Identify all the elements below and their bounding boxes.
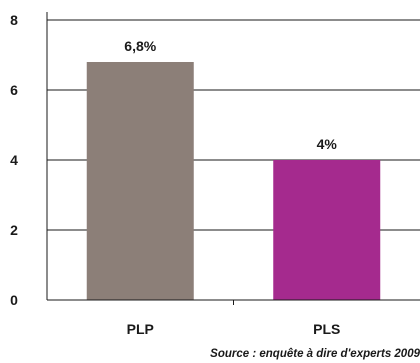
y-tick-label: 4 (10, 152, 18, 168)
x-tick-label: PLP (127, 321, 154, 337)
data-label: 6,8% (124, 38, 156, 54)
y-tick-label: 8 (10, 12, 18, 28)
y-tick-label: 2 (10, 222, 18, 238)
x-tick-label: PLS (313, 321, 340, 337)
source-note: Source : enquête à dire d'experts 2009 (210, 348, 420, 360)
axes (46, 12, 420, 305)
y-axis-tick-labels: 0 2 4 6 8 (10, 12, 18, 308)
y-tick-label: 0 (10, 292, 18, 308)
bars: 6,8% 4% (86, 38, 381, 300)
y-tick-label: 6 (10, 82, 18, 98)
x-axis-tick-labels: PLP PLS (127, 321, 341, 337)
data-label: 4% (317, 136, 338, 152)
bar-pls (273, 160, 381, 300)
bar-plp (86, 62, 194, 300)
